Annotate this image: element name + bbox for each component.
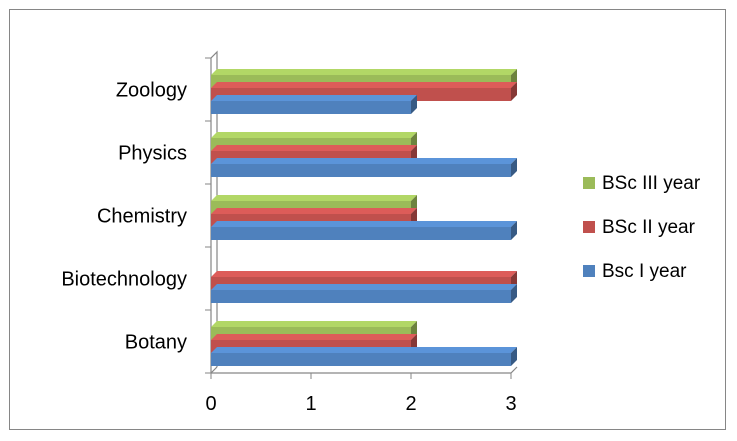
category-label: Chemistry <box>97 206 187 228</box>
legend-item: Bsc I year <box>583 261 687 282</box>
legend: BSc III year BSc II year Bsc I year <box>583 173 701 282</box>
bar-end-face <box>411 95 417 114</box>
bar-top-face <box>211 158 517 164</box>
x-tick-label: 2 <box>405 393 416 415</box>
bars-layer <box>211 69 517 366</box>
bar-end-face <box>511 82 517 101</box>
category-label: Zoology <box>116 80 187 102</box>
legend-swatch <box>583 265 595 277</box>
legend-label: BSc III year <box>602 173 701 194</box>
bar-front-face <box>211 101 411 114</box>
bar-chemistry-bsc-i-year <box>211 221 517 240</box>
bar-top-face <box>211 284 517 290</box>
bar-end-face <box>511 284 517 303</box>
bar-botany-bsc-i-year <box>211 347 517 366</box>
bar-top-face <box>211 132 417 138</box>
bar-top-face <box>211 221 517 227</box>
axis-corner-line <box>210 366 218 374</box>
bar-top-face <box>211 271 517 277</box>
bar-front-face <box>211 290 511 303</box>
legend-label: BSc II year <box>602 217 696 238</box>
bar-top-face <box>211 95 417 101</box>
x-axis-line <box>211 366 518 374</box>
bar-top-face <box>211 208 417 214</box>
category-label: Physics <box>118 143 187 165</box>
bar-front-face <box>211 227 511 240</box>
bar-end-face <box>511 347 517 366</box>
category-label: Biotechnology <box>61 269 187 291</box>
bar-top-face <box>211 82 517 88</box>
bar-front-face <box>211 353 511 366</box>
bar-top-face <box>211 334 417 340</box>
bar-end-face <box>511 221 517 240</box>
x-tick-label: 0 <box>205 393 216 415</box>
legend-item: BSc III year <box>583 173 701 194</box>
bar-top-face <box>211 321 417 327</box>
legend-item: BSc II year <box>583 217 696 238</box>
legend-label: Bsc I year <box>602 261 687 282</box>
legend-swatch <box>583 177 595 189</box>
bar-front-face <box>211 164 511 177</box>
legend-swatch <box>583 221 595 233</box>
bar-top-face <box>211 69 517 75</box>
bar-top-face <box>211 347 517 353</box>
bar-zoology-bsc-i-year <box>211 95 417 114</box>
category-label: Botany <box>125 332 187 354</box>
x-tick-label: 3 <box>505 393 516 415</box>
bar-physics-bsc-i-year <box>211 158 517 177</box>
x-tick-label: 1 <box>305 393 316 415</box>
labels-layer: 0 1 2 3 Botany Biotechnology Chemistry Physics Z… <box>61 80 516 416</box>
bar-top-face <box>211 145 417 151</box>
bar-biotechnology-bsc-i-year <box>211 284 517 303</box>
bar-top-face <box>211 195 417 201</box>
bar-end-face <box>511 158 517 177</box>
